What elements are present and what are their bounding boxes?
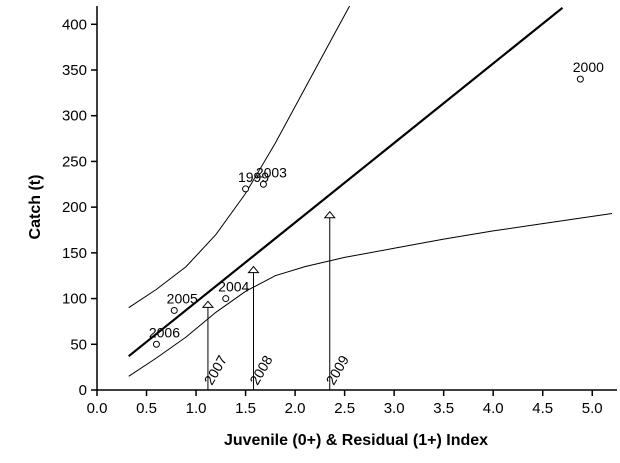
y-tick-label: 50 (70, 336, 87, 353)
point (170, 306, 178, 314)
point (222, 295, 230, 303)
point (152, 340, 160, 348)
arrow-head (323, 210, 336, 219)
y-tick-label: 300 (62, 108, 87, 125)
x-tick-label: 1.0 (186, 400, 207, 417)
point (242, 185, 250, 193)
x-tick-label: 5.0 (582, 400, 603, 417)
x-tick-label: 4.5 (532, 400, 553, 417)
y-tick-label: 250 (62, 153, 87, 170)
fit-line (128, 6, 564, 358)
y-tick-label: 0 (79, 382, 87, 399)
x-tick-label: 2.5 (334, 400, 355, 417)
y-tick-label: 100 (62, 291, 87, 308)
x-tick-label: 1.5 (235, 400, 256, 417)
point-label: 1999 (238, 169, 269, 185)
x-tick-label: 3.5 (433, 400, 454, 417)
x-axis-label: Juvenile (0+) & Residual (1+) Index (224, 432, 488, 449)
arrow-head (247, 265, 260, 274)
point-label: 2004 (218, 279, 249, 295)
x-tick-label: 2.0 (285, 400, 306, 417)
point-label: 2005 (167, 290, 198, 306)
point (259, 180, 267, 188)
arrow-label: 2008 (246, 352, 276, 387)
x-tick-label: 0.5 (136, 400, 157, 417)
x-tick-label: 3.0 (384, 400, 405, 417)
arrow-label: 2007 (201, 352, 231, 387)
point-label: 2006 (149, 324, 180, 340)
point (576, 75, 584, 83)
point-label: 2000 (573, 59, 604, 75)
y-tick-label: 400 (62, 16, 87, 33)
fit-line (128, 213, 613, 377)
x-tick-label: 0.0 (87, 400, 108, 417)
x-tick-label: 4.0 (483, 400, 504, 417)
arrow-label: 2009 (323, 352, 353, 387)
fit-line (128, 5, 351, 309)
y-tick-label: 200 (62, 199, 87, 216)
point-label: 2003 (256, 164, 287, 180)
y-tick-label: 150 (62, 245, 87, 262)
arrow-head (201, 300, 215, 308)
y-axis-label: Catch (t) (27, 175, 44, 240)
y-tick-label: 350 (62, 62, 87, 79)
